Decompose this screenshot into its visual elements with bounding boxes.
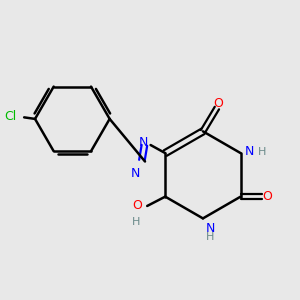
- Text: N: N: [131, 167, 140, 180]
- Text: O: O: [132, 200, 142, 212]
- Text: H: H: [206, 232, 214, 242]
- Text: H: H: [131, 217, 140, 227]
- Text: N: N: [206, 222, 215, 235]
- Text: H: H: [258, 147, 266, 157]
- Text: O: O: [262, 190, 272, 203]
- Text: N: N: [244, 146, 254, 158]
- Text: O: O: [213, 98, 223, 110]
- Text: N: N: [139, 136, 148, 149]
- Text: Cl: Cl: [4, 110, 16, 123]
